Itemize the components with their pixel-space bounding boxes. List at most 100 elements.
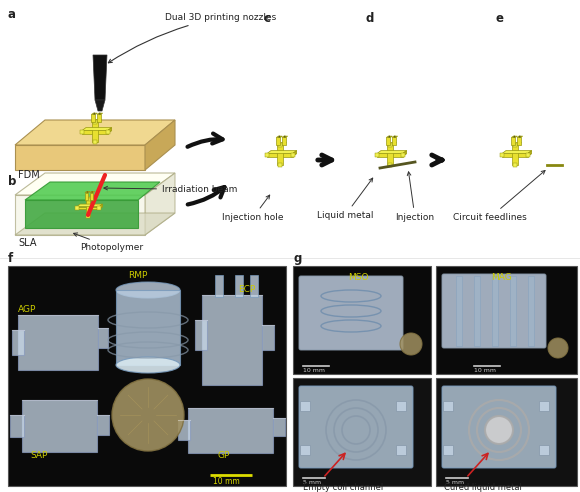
Bar xyxy=(456,276,462,346)
Polygon shape xyxy=(90,191,95,192)
Polygon shape xyxy=(282,136,288,137)
Bar xyxy=(116,290,180,365)
Circle shape xyxy=(519,136,521,138)
Bar xyxy=(510,276,516,346)
Polygon shape xyxy=(86,200,90,216)
Bar xyxy=(98,328,108,348)
Polygon shape xyxy=(377,154,403,156)
Polygon shape xyxy=(15,120,175,145)
Text: d: d xyxy=(365,12,374,25)
Polygon shape xyxy=(265,153,270,157)
Text: b: b xyxy=(8,175,16,188)
Polygon shape xyxy=(517,136,523,137)
Text: Dual 3D printing nozzles: Dual 3D printing nozzles xyxy=(108,13,276,63)
Text: f: f xyxy=(8,252,13,265)
Circle shape xyxy=(394,136,396,138)
Text: 10 mm: 10 mm xyxy=(303,368,325,373)
Text: SLA: SLA xyxy=(18,238,37,248)
Bar xyxy=(8,266,286,486)
Polygon shape xyxy=(15,173,175,195)
Polygon shape xyxy=(517,137,521,146)
Bar xyxy=(300,401,310,411)
Polygon shape xyxy=(92,113,97,115)
Polygon shape xyxy=(93,121,97,124)
Polygon shape xyxy=(85,192,88,200)
Polygon shape xyxy=(512,136,517,137)
Circle shape xyxy=(93,113,95,115)
Polygon shape xyxy=(278,163,282,166)
Circle shape xyxy=(513,136,515,138)
Text: e: e xyxy=(495,12,503,25)
Bar xyxy=(300,445,310,455)
Polygon shape xyxy=(92,120,101,123)
Polygon shape xyxy=(15,145,145,170)
Polygon shape xyxy=(90,192,93,200)
Polygon shape xyxy=(500,153,505,157)
Polygon shape xyxy=(528,151,532,156)
Polygon shape xyxy=(387,146,393,165)
Text: Circuit feedlines: Circuit feedlines xyxy=(453,171,545,222)
Text: FDM: FDM xyxy=(18,170,40,180)
Polygon shape xyxy=(97,115,101,123)
Circle shape xyxy=(284,136,286,138)
Circle shape xyxy=(485,416,513,444)
Bar xyxy=(202,295,262,385)
Polygon shape xyxy=(267,154,293,156)
Bar xyxy=(443,445,453,455)
Polygon shape xyxy=(278,144,282,147)
Polygon shape xyxy=(403,151,407,156)
Circle shape xyxy=(389,136,390,138)
Polygon shape xyxy=(291,153,295,157)
Bar xyxy=(262,325,274,350)
Polygon shape xyxy=(93,55,107,100)
Polygon shape xyxy=(502,151,532,154)
Bar xyxy=(215,275,223,297)
Polygon shape xyxy=(86,197,93,200)
Polygon shape xyxy=(392,137,396,146)
Ellipse shape xyxy=(116,357,180,373)
Text: 5 mm: 5 mm xyxy=(303,480,321,485)
Polygon shape xyxy=(282,137,286,146)
Polygon shape xyxy=(92,123,97,142)
Circle shape xyxy=(86,191,88,193)
Text: Photopolymer: Photopolymer xyxy=(74,233,143,252)
Polygon shape xyxy=(377,151,407,154)
Polygon shape xyxy=(15,213,175,235)
Bar xyxy=(539,401,549,411)
FancyBboxPatch shape xyxy=(299,276,403,350)
Bar xyxy=(97,415,109,435)
Polygon shape xyxy=(77,207,99,210)
Text: Injection: Injection xyxy=(396,172,434,222)
Bar xyxy=(235,275,243,297)
Polygon shape xyxy=(145,173,175,235)
Polygon shape xyxy=(392,136,398,137)
FancyBboxPatch shape xyxy=(299,386,413,468)
Polygon shape xyxy=(387,143,396,146)
Polygon shape xyxy=(502,154,528,156)
Polygon shape xyxy=(386,137,390,146)
Polygon shape xyxy=(25,182,160,200)
Polygon shape xyxy=(293,151,296,156)
Polygon shape xyxy=(15,195,145,235)
Bar xyxy=(12,330,24,355)
FancyBboxPatch shape xyxy=(442,386,556,468)
Polygon shape xyxy=(80,130,85,134)
Bar xyxy=(528,276,534,346)
Text: g: g xyxy=(293,252,302,265)
Text: Irradiation beam: Irradiation beam xyxy=(104,185,237,194)
Bar xyxy=(474,276,480,346)
Text: SAP: SAP xyxy=(30,451,48,460)
Polygon shape xyxy=(401,153,405,157)
Text: ECP: ECP xyxy=(238,285,255,294)
Bar xyxy=(178,420,190,440)
Text: Liquid metal: Liquid metal xyxy=(317,178,374,220)
Polygon shape xyxy=(386,136,392,137)
Polygon shape xyxy=(86,198,90,201)
Polygon shape xyxy=(97,113,103,115)
Polygon shape xyxy=(525,153,530,157)
Text: 5 mm: 5 mm xyxy=(446,480,464,485)
Bar xyxy=(195,320,207,350)
Polygon shape xyxy=(97,206,101,210)
Polygon shape xyxy=(513,144,517,147)
Polygon shape xyxy=(513,146,517,165)
